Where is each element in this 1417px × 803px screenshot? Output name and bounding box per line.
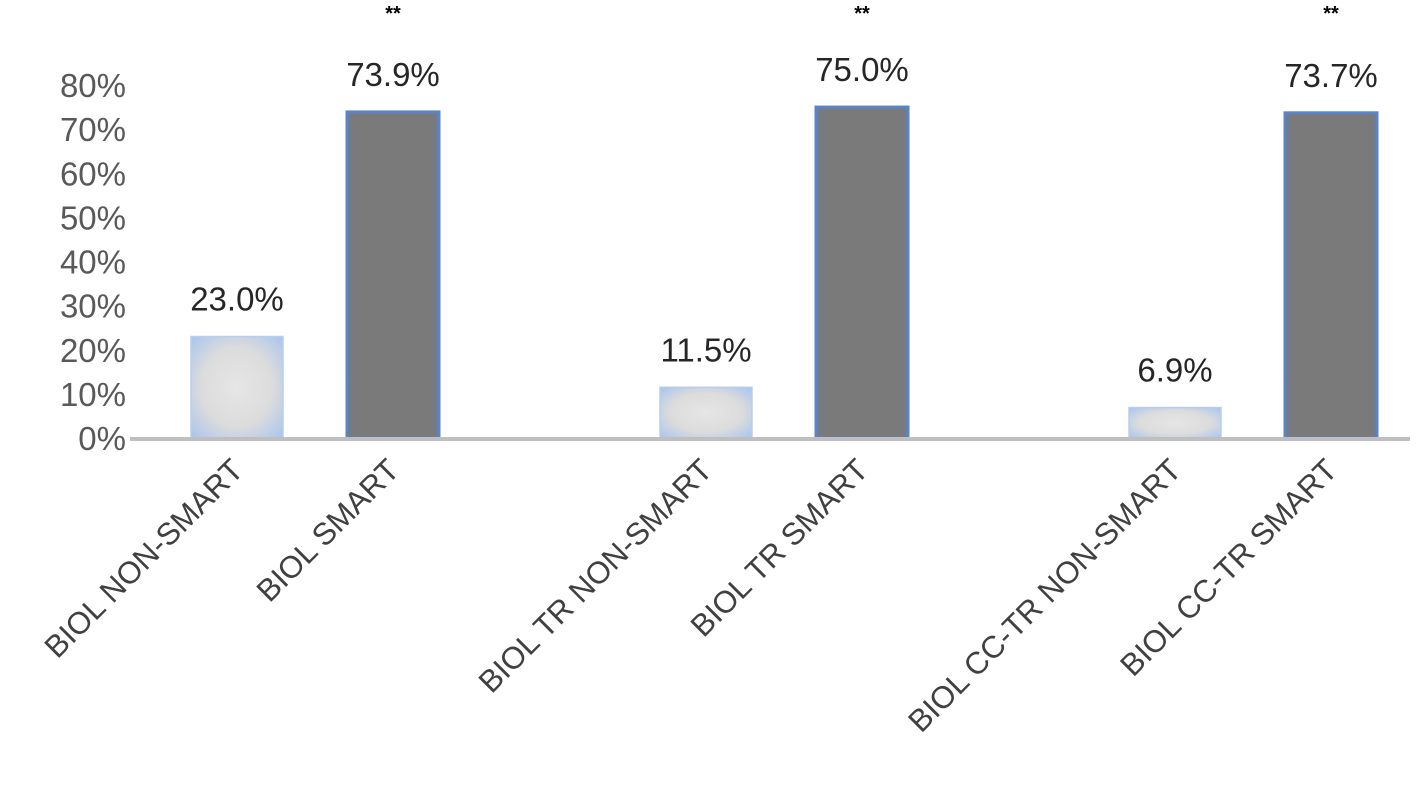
bar-biol-tr-smart [814,105,910,440]
category-labels: BIOL NON-SMART BIOL SMART BIOL TR NON-SMAR… [38,452,1344,739]
y-tick-label: 0% [78,420,126,457]
bar-biol-tr-non-smart [659,386,753,439]
significance-markers: ** ** ** [385,3,1339,25]
y-tick-label: 70% [60,111,126,148]
data-label: 23.0% [190,281,284,318]
bar-biol-non-smart [190,335,284,439]
data-label: 73.7% [1284,57,1378,94]
data-labels: 23.0% 73.9% 11.5% 75.0% 6.9% 73.7% [190,51,1378,388]
y-axis: 0% 10% 20% 30% 40% 50% 60% 70% 80% [60,67,126,457]
category-label: BIOL NON-SMART [38,452,250,664]
y-tick-label: 20% [60,332,126,369]
data-label: 75.0% [815,51,909,88]
data-label: 6.9% [1137,352,1212,389]
significance-marker: ** [1323,3,1339,25]
bar-biol-smart [345,110,441,440]
y-tick-label: 40% [60,244,126,281]
y-tick-label: 30% [60,288,126,325]
data-label: 11.5% [660,331,751,368]
y-tick-label: 50% [60,199,126,236]
bar-biol-cc-tr-non-smart [1128,406,1222,439]
data-label: 73.9% [346,56,440,93]
bar-biol-cc-tr-smart [1283,111,1379,440]
category-label: BIOL SMART [250,452,406,608]
y-tick-label: 60% [60,155,126,192]
y-tick-label: 10% [60,376,126,413]
significance-marker: ** [385,3,401,25]
significance-marker: ** [854,3,870,25]
bars [190,105,1379,440]
category-label: BIOL TR NON-SMART [472,452,719,699]
y-tick-label: 80% [60,67,126,104]
category-label: BIOL CC-TR NON-SMART [901,452,1188,739]
